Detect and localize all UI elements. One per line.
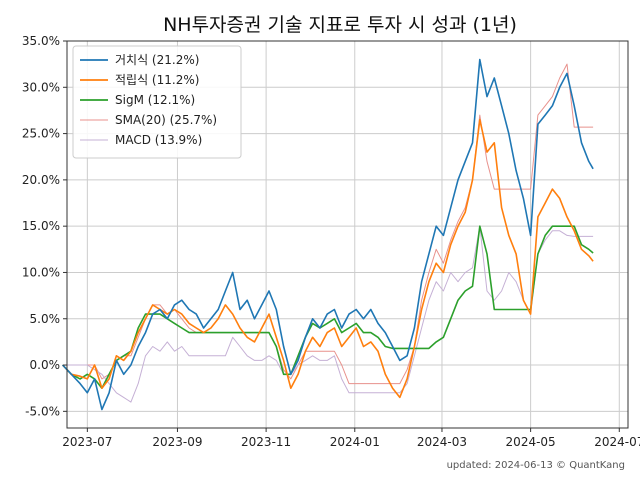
y-tick-label: 25.0% — [22, 127, 60, 141]
x-tick-label: 2023-07 — [62, 435, 112, 449]
x-tick-label: 2024-05 — [506, 435, 556, 449]
x-tick-label: 2024-03 — [417, 435, 467, 449]
y-tick-label: 0.0% — [30, 358, 61, 372]
legend: 거치식 (21.2%) 적립식 (11.2%) SigM (12.1%) SMA(20… — [72, 45, 242, 159]
y-tick-label: 35.0% — [22, 34, 60, 48]
x-tick-label: 2024-01 — [330, 435, 380, 449]
legend-label: SigM (12.1%) — [115, 93, 195, 107]
y-tick-label: 5.0% — [30, 312, 61, 326]
y-tick-label: 20.0% — [22, 173, 60, 187]
series-lines — [62, 58, 594, 411]
series-line-1 — [62, 58, 594, 411]
y-tick-label: -5.0% — [25, 404, 60, 418]
x-tick-label: 2023-11 — [241, 435, 291, 449]
legend-box — [72, 45, 242, 159]
legend-label: MACD (13.9%) — [115, 133, 202, 147]
plot-border — [66, 40, 629, 429]
chart-title: NH투자증권 기술 지표로 투자 시 성과 (1년) — [163, 14, 517, 36]
axis-ticks: -5.0% 0.0% 5.0% 10.0% 15.0% 20.0% 25.0% 30.0% 35… — [22, 34, 640, 449]
y-tick-label: 10.0% — [22, 265, 60, 279]
footer-credit: updated: 2024-06-13 © QuantKang — [447, 460, 625, 471]
legend-label: 적립식 (11.2%) — [115, 73, 199, 87]
legend-label: 거치식 (21.2%) — [115, 53, 199, 67]
series-line-5 — [62, 225, 594, 403]
plot-area: -5.0% 0.0% 5.0% 10.0% 15.0% 20.0% 25.0% 30.0% 35… — [22, 34, 640, 449]
legend-label: SMA(20) (25.7%) — [115, 113, 217, 127]
series-line-2 — [62, 118, 594, 399]
grid-lines — [67, 40, 628, 428]
y-tick-label: 30.0% — [22, 80, 60, 94]
y-tick-label: 15.0% — [22, 219, 60, 233]
x-tick-label: 2023-09 — [152, 435, 202, 449]
x-tick-label: 2024-07 — [594, 435, 640, 449]
